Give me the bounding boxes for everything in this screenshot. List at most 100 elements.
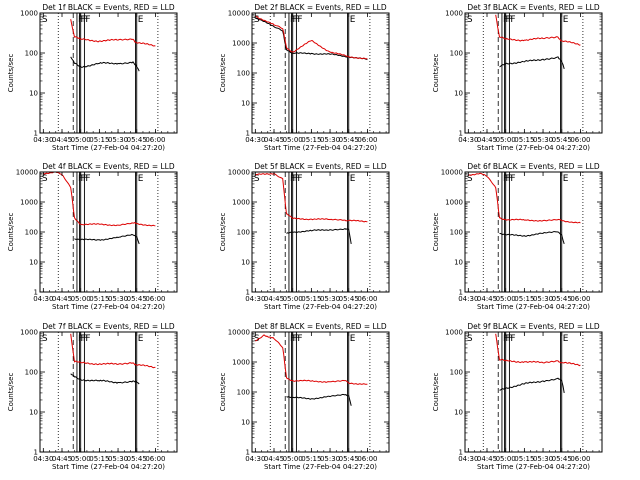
plot-frame [464, 331, 603, 453]
x-tick-label: 04:45 [52, 136, 72, 144]
plot-frame [251, 171, 390, 293]
series-events-line [70, 373, 140, 385]
event-marker-f: F [297, 15, 302, 25]
x-tick-label: 04:45 [477, 295, 497, 303]
event-marker-f: F [297, 334, 302, 344]
x-tick-label: 05:00 [496, 136, 516, 144]
chart-title: Det 8f BLACK = Events, RED = LLD [254, 322, 387, 331]
y-tick-label: 10 [241, 259, 250, 267]
y-tick-label: 10000 [228, 169, 250, 177]
y-axis-title: Counts/sec [219, 54, 227, 93]
x-tick-label: 05:45 [552, 136, 572, 144]
y-axis-title: Counts/sec [7, 213, 15, 252]
x-tick-label: 06:00 [570, 295, 590, 303]
x-tick-label: 05:30 [320, 295, 340, 303]
y-tick-label: 10 [241, 419, 250, 427]
chart-title: Det 2f BLACK = Events, RED = LLD [254, 3, 387, 12]
plot-frame [464, 12, 603, 134]
event-marker-f: F [85, 15, 90, 25]
y-tick-label: 1 [34, 289, 38, 297]
plot-frame [464, 171, 603, 293]
y-tick-label: 1 [34, 130, 38, 138]
series-lld-line [495, 14, 581, 46]
event-marker-e: E [350, 334, 356, 344]
event-marker-e: E [563, 174, 569, 184]
event-marker-f: F [505, 334, 510, 344]
y-tick-label: 10 [454, 259, 463, 267]
event-marker-f: F [78, 334, 83, 344]
x-tick-label: 04:45 [52, 455, 72, 463]
plot-area [255, 334, 368, 406]
x-axis-title: Start Time (27-Feb-04 04:27:20) [52, 463, 165, 471]
event-marker-f: F [83, 174, 88, 184]
x-tick-label: 05:30 [320, 455, 340, 463]
chart-title: Det 9f BLACK = Events, RED = LLD [467, 322, 600, 331]
x-tick-label: 05:15 [301, 136, 321, 144]
event-marker-f: F [510, 334, 515, 344]
event-marker-f: F [83, 334, 88, 344]
plot-area [495, 14, 581, 70]
x-tick-label: 06:00 [357, 136, 377, 144]
event-marker-f: F [78, 15, 83, 25]
chart-title: Det 5f BLACK = Events, RED = LLD [254, 162, 387, 171]
x-tick-label: 05:00 [71, 455, 91, 463]
x-tick-label: 06:00 [570, 455, 590, 463]
y-tick-label: 1000 [445, 329, 463, 337]
event-marker-e: E [563, 15, 569, 25]
y-tick-label: 1000 [445, 10, 463, 18]
series-lld-line [255, 334, 368, 385]
y-tick-label: 1000 [232, 40, 250, 48]
x-axis-title: Start Time (27-Feb-04 04:27:20) [264, 144, 377, 152]
event-marker-s: S [467, 334, 473, 344]
event-marker-f: F [508, 334, 513, 344]
x-tick-label: 04:45 [264, 295, 284, 303]
y-tick-label: 10 [29, 90, 38, 98]
x-tick-label: 05:30 [533, 295, 553, 303]
y-tick-label: 10000 [228, 10, 250, 18]
event-marker-f: F [297, 174, 302, 184]
x-tick-label: 05:30 [533, 455, 553, 463]
plot-frame [251, 12, 390, 134]
x-tick-label: 05:00 [496, 295, 516, 303]
x-tick-label: 06:00 [357, 455, 377, 463]
x-tick-label: 05:00 [496, 455, 516, 463]
event-marker-f: F [290, 174, 295, 184]
event-marker-f: F [290, 15, 295, 25]
y-tick-label: 10 [241, 100, 250, 108]
x-tick-label: 05:15 [514, 295, 534, 303]
series-lld-line [468, 172, 581, 224]
x-tick-label: 04:30 [33, 455, 53, 463]
x-tick-label: 04:45 [264, 136, 284, 144]
x-axis-title: Start Time (27-Feb-04 04:27:20) [52, 303, 165, 311]
event-marker-f: F [80, 15, 85, 25]
y-tick-label: 100 [450, 369, 463, 377]
y-tick-label: 100 [237, 70, 250, 78]
y-axis-title: Counts/sec [219, 213, 227, 252]
series-lld-line [495, 333, 581, 367]
series-events-line [70, 56, 140, 72]
event-marker-e: E [350, 174, 356, 184]
y-axis-title: Counts/sec [432, 213, 440, 252]
x-tick-label: 04:30 [458, 136, 478, 144]
x-tick-label: 04:30 [458, 455, 478, 463]
event-marker-f: F [85, 174, 90, 184]
x-tick-label: 05:00 [71, 295, 91, 303]
event-marker-f: F [505, 174, 510, 184]
y-tick-label: 1000 [232, 359, 250, 367]
event-marker-s: S [42, 15, 48, 25]
x-tick-label: 04:30 [33, 295, 53, 303]
x-tick-label: 06:00 [357, 295, 377, 303]
event-marker-e: E [138, 174, 144, 184]
y-axis-title: Counts/sec [432, 54, 440, 93]
chart-title: Det 1f BLACK = Events, RED = LLD [42, 3, 175, 12]
event-marker-f: F [295, 174, 300, 184]
event-marker-s: S [42, 334, 48, 344]
x-axis-title: Start Time (27-Feb-04 04:27:20) [52, 144, 165, 152]
y-tick-label: 1 [459, 130, 463, 138]
series-events-line [499, 377, 565, 393]
x-tick-label: 05:15 [514, 136, 534, 144]
event-marker-f: F [80, 174, 85, 184]
